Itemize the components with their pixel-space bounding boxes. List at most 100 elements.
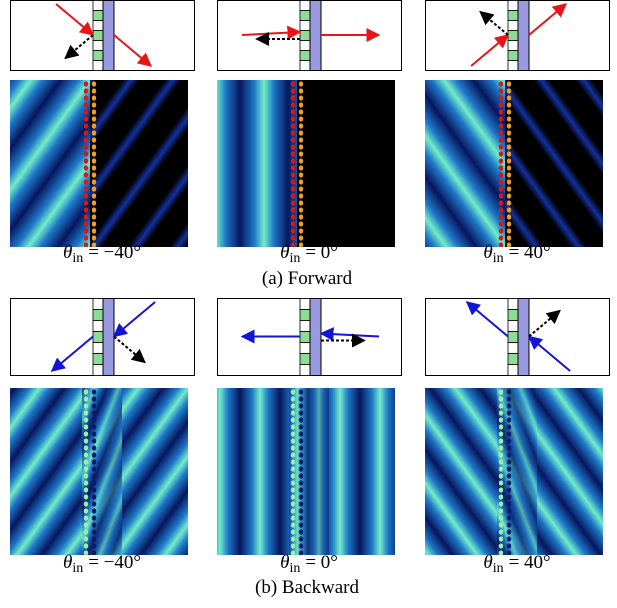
resonance-dot <box>299 487 303 492</box>
resonance-dot <box>291 473 295 478</box>
resonance-dot <box>507 151 511 156</box>
resonance-dot <box>92 158 96 163</box>
resonance-dot <box>499 81 503 86</box>
resonance-dot <box>299 410 303 415</box>
resonance-dot <box>291 515 295 520</box>
resonance-dot <box>507 480 511 485</box>
resonance-dot <box>299 95 303 100</box>
subscript: in <box>493 561 504 576</box>
resonance-dot <box>499 522 503 527</box>
resonance-dot <box>84 116 88 121</box>
resonance-dot <box>92 466 96 471</box>
resonance-dot <box>291 438 295 443</box>
resonance-dot <box>92 417 96 422</box>
grating-cell <box>300 365 310 376</box>
resonance-dot <box>84 165 88 170</box>
equation: = −40° <box>88 552 141 573</box>
resonance-dot <box>84 438 88 443</box>
resonance-dot <box>507 109 511 114</box>
resonance-dot <box>84 487 88 492</box>
resonance-dot <box>92 515 96 520</box>
resonance-dot <box>291 95 295 100</box>
resonance-dot <box>507 424 511 429</box>
resonance-dot <box>291 550 295 555</box>
resonance-dot <box>291 424 295 429</box>
resonance-dot <box>299 221 303 226</box>
grating-cell <box>93 31 103 41</box>
resonance-dot <box>499 144 503 149</box>
resonance-dot <box>299 165 303 170</box>
resonance-dot <box>299 242 303 247</box>
resonance-dot <box>299 403 303 408</box>
resonance-dot <box>499 487 503 492</box>
resonance-dot <box>92 207 96 212</box>
resonance-dot <box>507 445 511 450</box>
resonance-dot <box>84 522 88 527</box>
resonance-dot <box>291 193 295 198</box>
resonance-dot <box>299 452 303 457</box>
resonance-dot <box>499 480 503 485</box>
resonance-dot <box>499 214 503 219</box>
resonance-dot <box>92 88 96 93</box>
resonance-dot <box>499 466 503 471</box>
resonance-dot <box>291 494 295 499</box>
resonance-dot <box>499 158 503 163</box>
resonance-dot <box>92 179 96 184</box>
field-plot <box>10 388 188 556</box>
resonance-dot <box>84 102 88 107</box>
resonance-dot <box>507 403 511 408</box>
resonance-dot <box>299 417 303 422</box>
resonance-dot <box>291 536 295 541</box>
resonance-dot <box>499 459 503 464</box>
resonance-dot <box>499 200 503 205</box>
resonance-dot <box>92 431 96 436</box>
resonance-dot <box>84 81 88 86</box>
resonance-dot <box>84 172 88 177</box>
subscript: in <box>493 251 504 266</box>
field-right <box>505 80 603 247</box>
resonance-dot <box>92 228 96 233</box>
resonance-dot <box>507 529 511 534</box>
resonance-dot <box>299 480 303 485</box>
resonance-dot <box>499 473 503 478</box>
panel-caption: (a) Forward <box>262 268 353 289</box>
resonance-dot <box>92 186 96 191</box>
resonance-dot <box>499 389 503 394</box>
resonance-dot <box>499 403 503 408</box>
resonance-dot <box>507 172 511 177</box>
resonance-dot <box>291 242 295 247</box>
resonance-dot <box>92 424 96 429</box>
resonance-dot <box>92 410 96 415</box>
resonance-dot <box>84 466 88 471</box>
panel: θin= −40°θin= 0°θin= 40°(b) Backward <box>10 299 610 599</box>
resonance-dot <box>291 116 295 121</box>
resonance-dot <box>299 116 303 121</box>
resonance-dot <box>299 494 303 499</box>
resonance-dot <box>84 508 88 513</box>
grating-cell <box>300 343 310 354</box>
resonance-dot <box>84 424 88 429</box>
resonance-dot <box>499 424 503 429</box>
resonance-dot <box>299 536 303 541</box>
resonance-dot <box>92 109 96 114</box>
grating-cell <box>300 1 310 11</box>
angle-label: θin= −40° <box>63 552 141 576</box>
resonance-dot <box>507 515 511 520</box>
figure: θin= −40°θin= 0°θin= 40°(a) Forwardθin= … <box>0 0 617 608</box>
field-left <box>10 80 90 247</box>
resonance-dot <box>92 508 96 513</box>
resonance-dot <box>507 102 511 107</box>
resonance-dot <box>507 158 511 163</box>
resonance-dot <box>291 137 295 142</box>
resonance-dot <box>92 396 96 401</box>
resonance-dot <box>291 172 295 177</box>
resonance-dot <box>499 452 503 457</box>
resonance-dot <box>499 431 503 436</box>
resonance-dot <box>84 494 88 499</box>
resonance-dot <box>299 424 303 429</box>
grating-cell <box>300 354 310 365</box>
resonance-dot <box>507 522 511 527</box>
resonance-dot <box>499 186 503 191</box>
resonance-dot <box>499 102 503 107</box>
resonance-dot <box>299 396 303 401</box>
